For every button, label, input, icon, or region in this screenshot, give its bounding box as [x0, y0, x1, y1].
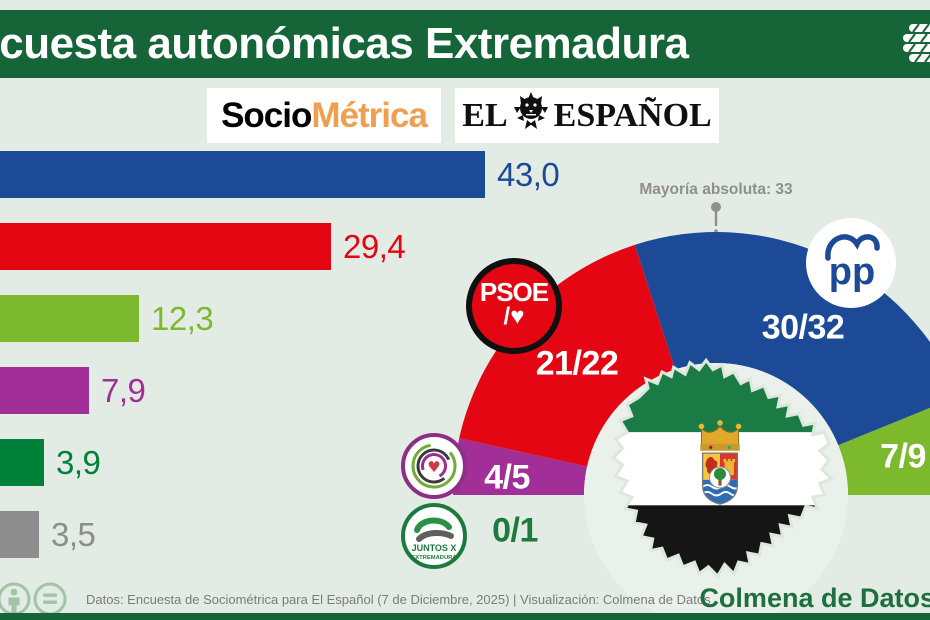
svg-text:♥: ♥: [427, 458, 440, 476]
majority-pin-icon: [711, 202, 721, 233]
bar-segment: [0, 439, 44, 486]
bar-segment: [0, 295, 139, 342]
header-bar: Encuesta autonómicas Extremadura: [0, 10, 930, 78]
pp-seats-label: 30/32: [761, 308, 845, 347]
bar-row: 12,3: [0, 295, 620, 342]
cc-nd-equals-icon: [43, 593, 57, 604]
lion-icon: [512, 91, 550, 140]
sociometrica-socio: Socio: [221, 95, 312, 135]
svg-text:pp: pp: [829, 251, 875, 293]
license-icons: [0, 580, 76, 620]
hemicycle-segment-unidas-heart-logo: [453, 438, 588, 495]
sociometrica-logo: Socio Métrica: [207, 88, 441, 143]
el-espanol-espanol: ESPAÑOL: [553, 96, 712, 134]
bar-value-label: 3,5: [51, 516, 96, 553]
psoe-logo: PSOE /♥: [466, 258, 562, 354]
colmena-de-datos-brand: Colmena de Datos: [699, 583, 930, 613]
bar-value-label: 12,3: [151, 300, 214, 337]
sociometrica-metrica: Métrica: [311, 95, 428, 135]
bar-row: 43,0: [0, 151, 620, 198]
hemicycle-segment-psoe: [459, 244, 676, 467]
bar-row: 3,9: [0, 439, 620, 486]
bar-row: 3,5: [0, 511, 620, 558]
psoe-seats-label: 21/22: [535, 344, 619, 383]
unidas-heart-rings-logo: ♥: [401, 433, 467, 499]
pp-logo: pp: [806, 218, 896, 308]
coat-of-arms: [698, 420, 742, 505]
bar-segment: [0, 151, 485, 198]
bar-value-label: 29,4: [343, 228, 406, 265]
svg-text:EXTREMADURA: EXTREMADURA: [411, 555, 457, 561]
bar-segment: [0, 511, 39, 558]
bar-row: 7,9: [0, 367, 620, 414]
el-espanol-logo: EL ESPAÑOL: [455, 88, 719, 143]
data-source-credit: Datos: Encuesta de Sociométrica para El …: [86, 592, 711, 607]
el-espanol-el: EL: [462, 96, 508, 134]
beehive-icon: [899, 23, 930, 73]
cc-by-person-icon: [8, 588, 20, 613]
bar-value-label: 7,9: [101, 372, 146, 409]
svg-text:JUNTOS X: JUNTOS X: [412, 543, 457, 553]
footer-accent-bar: [0, 613, 930, 620]
bar-row: 29,4: [0, 223, 620, 270]
hemicycle-segment-green-right: [838, 407, 930, 495]
bar-value-label: 43,0: [497, 156, 560, 193]
majority-annotation: Mayoría absoluta: 33: [639, 181, 793, 198]
juntos-extremadura-logo: JUNTOS X EXTREMADURA: [401, 503, 467, 569]
bar-value-label: 3,9: [56, 444, 101, 481]
page-title: Encuesta autonómicas Extremadura: [0, 19, 689, 68]
green-seats-label: 7/9: [880, 437, 926, 476]
unidas-seats-label: 4/5: [484, 458, 530, 497]
bar-segment: [0, 223, 331, 270]
vote-share-bar-chart: 43,0 29,4 12,3 7,9 3,9 3,5: [0, 151, 620, 561]
bar-segment: [0, 367, 89, 414]
juntos-seats-label: 0/1: [492, 511, 538, 550]
